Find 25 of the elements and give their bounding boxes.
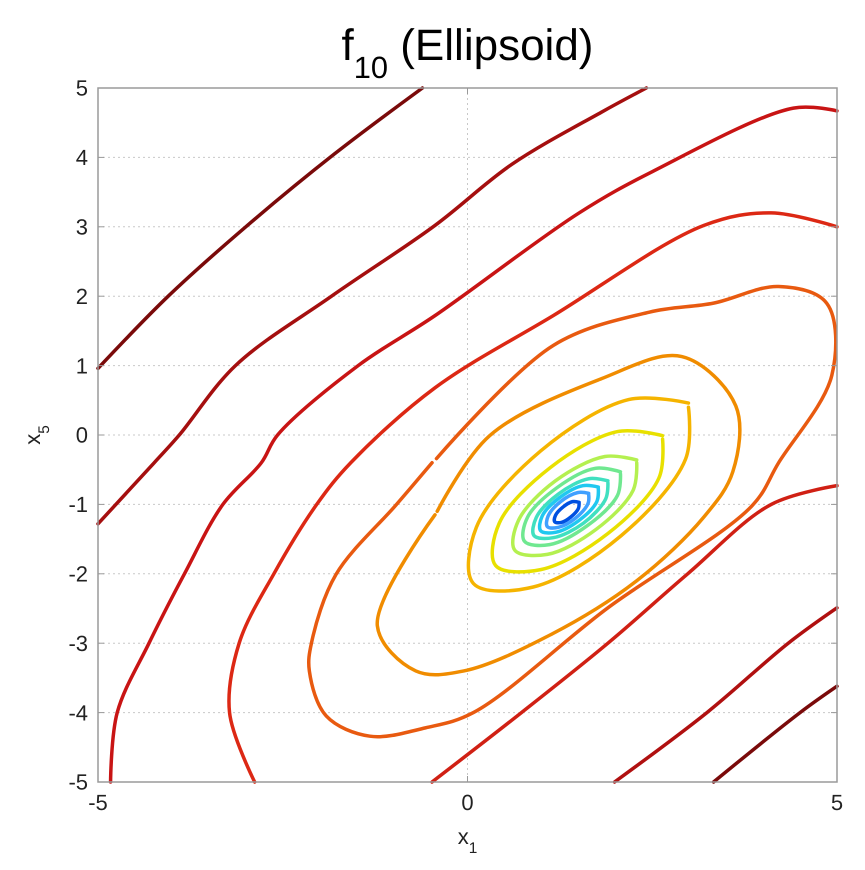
y-tick-label: 1	[76, 353, 88, 378]
line-series	[544, 490, 591, 530]
chart-title: f$_{10}$ (Ellipsoid)	[342, 21, 594, 84]
y-tick-label: 2	[76, 284, 88, 309]
line-series	[531, 476, 610, 540]
y-tick-label: -1	[68, 492, 88, 518]
x-tick-label: 0	[461, 790, 474, 815]
x-axis-title: x$_{1}$	[458, 824, 478, 856]
line-series	[612, 606, 839, 784]
line-series	[430, 484, 839, 784]
line-series	[96, 86, 424, 370]
x-tick-label: 5	[830, 790, 844, 815]
y-tick-label: 3	[76, 214, 88, 240]
line-series	[96, 86, 648, 526]
y-tick-label: -3	[68, 630, 88, 656]
line-series	[552, 500, 581, 525]
y-tick-label: 0	[76, 422, 88, 448]
y-tick-label: -2	[68, 562, 88, 586]
y-tick-label: 5	[76, 76, 88, 101]
line-series	[227, 211, 839, 784]
line-series	[538, 484, 600, 535]
y-tick-label: 4	[76, 145, 88, 170]
line-series	[108, 105, 839, 784]
y-tick-label: -5	[68, 770, 88, 795]
y-tick-label: -4	[68, 700, 88, 726]
